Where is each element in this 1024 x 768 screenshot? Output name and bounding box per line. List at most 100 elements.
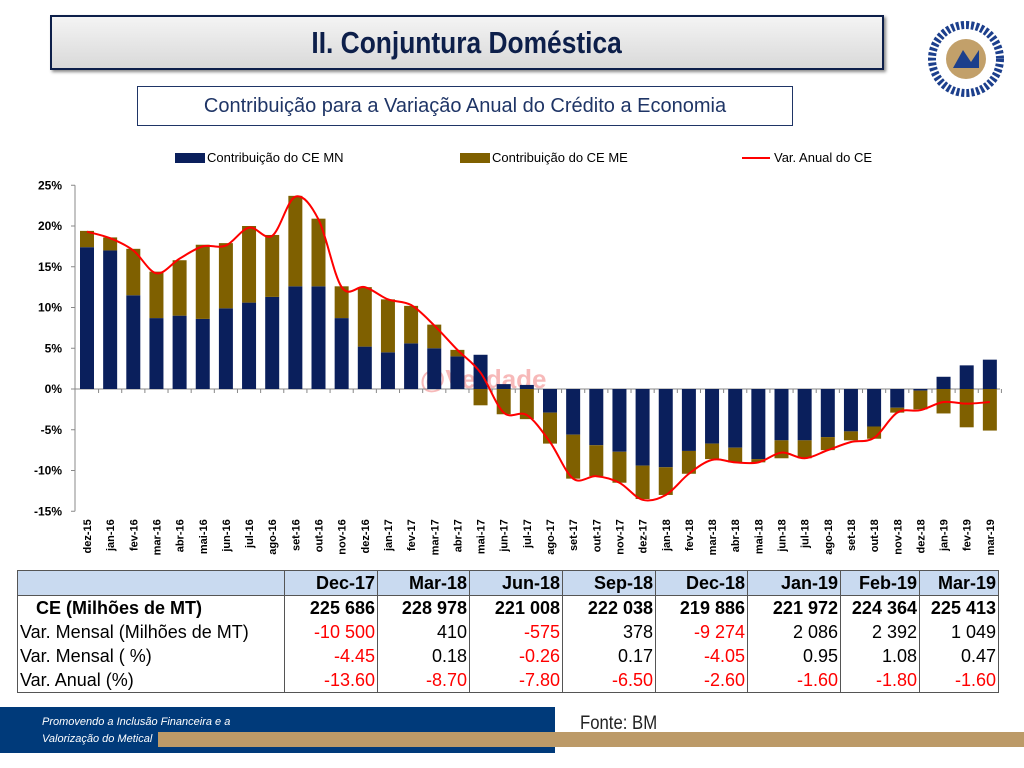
legend-label: Contribuição do CE ME <box>492 150 628 165</box>
legend-label: Contribuição do CE MN <box>207 150 344 165</box>
column-header: Sep-18 <box>562 570 656 596</box>
bar-me <box>913 390 928 410</box>
x-tick-label: out-18 <box>869 519 881 552</box>
table-row: CE (Milhões de MT) 225 686 228 978 221 008 2… <box>17 595 999 620</box>
bar-me <box>728 447 743 463</box>
x-tick-label: ago-17 <box>545 519 557 554</box>
x-tick-label: fev-18 <box>684 519 696 551</box>
source-note: Fonte: BM <box>580 713 658 734</box>
bar-me <box>820 437 835 451</box>
table-cell: -6.50 <box>562 668 656 693</box>
column-header: Dec-18 <box>655 570 748 596</box>
table-header-row: Dec-17 Mar-18 Jun-18 Sep-18 Dec-18 Jan-19 Feb-… <box>17 570 999 596</box>
x-tick-label: jan-18 <box>661 519 673 552</box>
table-cell: -4.45 <box>284 644 378 668</box>
y-tick-label: 20% <box>38 219 62 233</box>
x-tick-label: dez-18 <box>915 519 927 553</box>
x-tick-label: abr-17 <box>452 519 464 552</box>
footer-gold-bar <box>158 732 1024 747</box>
bar-me <box>473 389 488 406</box>
x-tick-label: dez-16 <box>360 519 372 553</box>
row-label: Var. Mensal (Milhões de MT) <box>17 620 285 644</box>
bar-me <box>288 195 303 287</box>
x-tick-label: abr-16 <box>175 519 187 552</box>
bar-mn <box>103 250 118 389</box>
row-label: Var. Mensal ( %) <box>17 644 285 668</box>
bar-mn <box>265 296 280 389</box>
column-header <box>17 570 285 596</box>
x-tick-label: jul-16 <box>244 519 256 549</box>
banco-de-mocambique-logo <box>927 20 1005 98</box>
bar-me <box>195 244 210 319</box>
bar-me <box>774 440 789 459</box>
bar-me <box>404 305 419 344</box>
bar-mn <box>149 318 164 389</box>
bar-me <box>982 389 997 431</box>
bar-mn <box>820 389 835 438</box>
chart-subtitle: Contribuição para a Variação Anual do Cr… <box>203 95 727 117</box>
bar-mn <box>195 318 210 389</box>
column-header: Dec-17 <box>284 570 378 596</box>
x-tick-label: nov-18 <box>892 519 904 554</box>
bar-me <box>959 389 974 428</box>
bar-mn <box>728 389 743 448</box>
bar-mn <box>543 389 557 413</box>
bar-mn <box>681 389 696 451</box>
column-header: Mar-18 <box>377 570 470 596</box>
x-tick-label: jul-18 <box>800 519 812 549</box>
x-tick-label: dez-17 <box>638 519 650 553</box>
x-tick-label: dez-15 <box>82 519 94 553</box>
bar-me <box>311 218 326 287</box>
bar-me <box>543 412 557 444</box>
table-cell: 225 686 <box>284 595 378 620</box>
bar-me <box>80 230 94 248</box>
x-tick-label: jun-18 <box>777 519 789 552</box>
bar-mn <box>890 389 905 408</box>
x-tick-label: jan-17 <box>383 519 395 552</box>
bar-mn <box>218 308 233 389</box>
table-cell: 0.17 <box>562 644 656 668</box>
table-cell: 2 086 <box>747 620 841 644</box>
bar-me <box>334 286 349 319</box>
x-tick-label: nov-17 <box>614 519 626 554</box>
x-tick-label: mar-17 <box>429 519 441 555</box>
bar-me <box>265 234 280 297</box>
x-tick-label: fev-19 <box>962 519 974 551</box>
table-cell: -1.80 <box>840 668 920 693</box>
bar-me <box>172 260 187 316</box>
table-cell: 221 008 <box>469 595 563 620</box>
table-cell: 224 364 <box>840 595 920 620</box>
bar-mn <box>126 295 141 389</box>
bar-me <box>566 434 581 479</box>
bar-mn <box>751 389 766 460</box>
y-tick-label: 15% <box>38 260 62 274</box>
x-tick-label: out-16 <box>314 519 326 552</box>
table-cell: 228 978 <box>377 595 470 620</box>
y-tick-label: 0% <box>45 382 63 396</box>
bar-mn <box>913 389 928 391</box>
x-tick-label: jan-19 <box>939 519 951 552</box>
x-tick-label: fev-16 <box>128 519 140 551</box>
bar-me <box>658 467 673 495</box>
column-header: Jun-18 <box>469 570 563 596</box>
y-tick-label: 5% <box>45 341 63 355</box>
table-cell: 2 392 <box>840 620 920 644</box>
y-tick-label: -15% <box>34 504 62 518</box>
y-tick-label: 25% <box>38 178 62 192</box>
x-tick-label: ago-18 <box>823 519 835 554</box>
x-tick-label: abr-18 <box>730 519 742 552</box>
y-tick-label: 10% <box>38 301 62 315</box>
bar-mn <box>936 376 951 389</box>
table-cell: 0.47 <box>919 644 999 668</box>
legend-label: Var. Anual do CE <box>774 150 872 165</box>
bar-mn <box>797 389 812 441</box>
legend-swatch <box>175 153 205 163</box>
slide-title: II. Conjuntura Doméstica <box>311 25 623 60</box>
line-var-anual <box>86 195 990 502</box>
bar-mn <box>288 286 303 389</box>
contribution-chart: @Verdade25%20%15%10%5%0%-5%-10%-15%dez-1… <box>34 150 1002 555</box>
x-tick-label: mai-16 <box>198 519 210 554</box>
row-label: Var. Anual (%) <box>17 668 285 693</box>
x-tick-label: jun-16 <box>221 519 233 552</box>
table-cell: 222 038 <box>562 595 656 620</box>
